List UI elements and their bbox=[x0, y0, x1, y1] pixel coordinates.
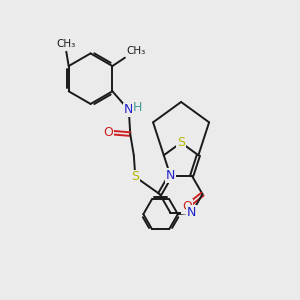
Text: N: N bbox=[166, 169, 175, 182]
Text: H: H bbox=[132, 101, 142, 114]
Text: O: O bbox=[103, 126, 113, 139]
Text: O: O bbox=[182, 200, 192, 213]
Text: CH₃: CH₃ bbox=[127, 46, 146, 56]
Text: S: S bbox=[131, 170, 139, 183]
Text: N: N bbox=[187, 206, 196, 219]
Text: N: N bbox=[124, 103, 134, 116]
Text: S: S bbox=[177, 136, 185, 149]
Text: CH₃: CH₃ bbox=[57, 39, 76, 49]
